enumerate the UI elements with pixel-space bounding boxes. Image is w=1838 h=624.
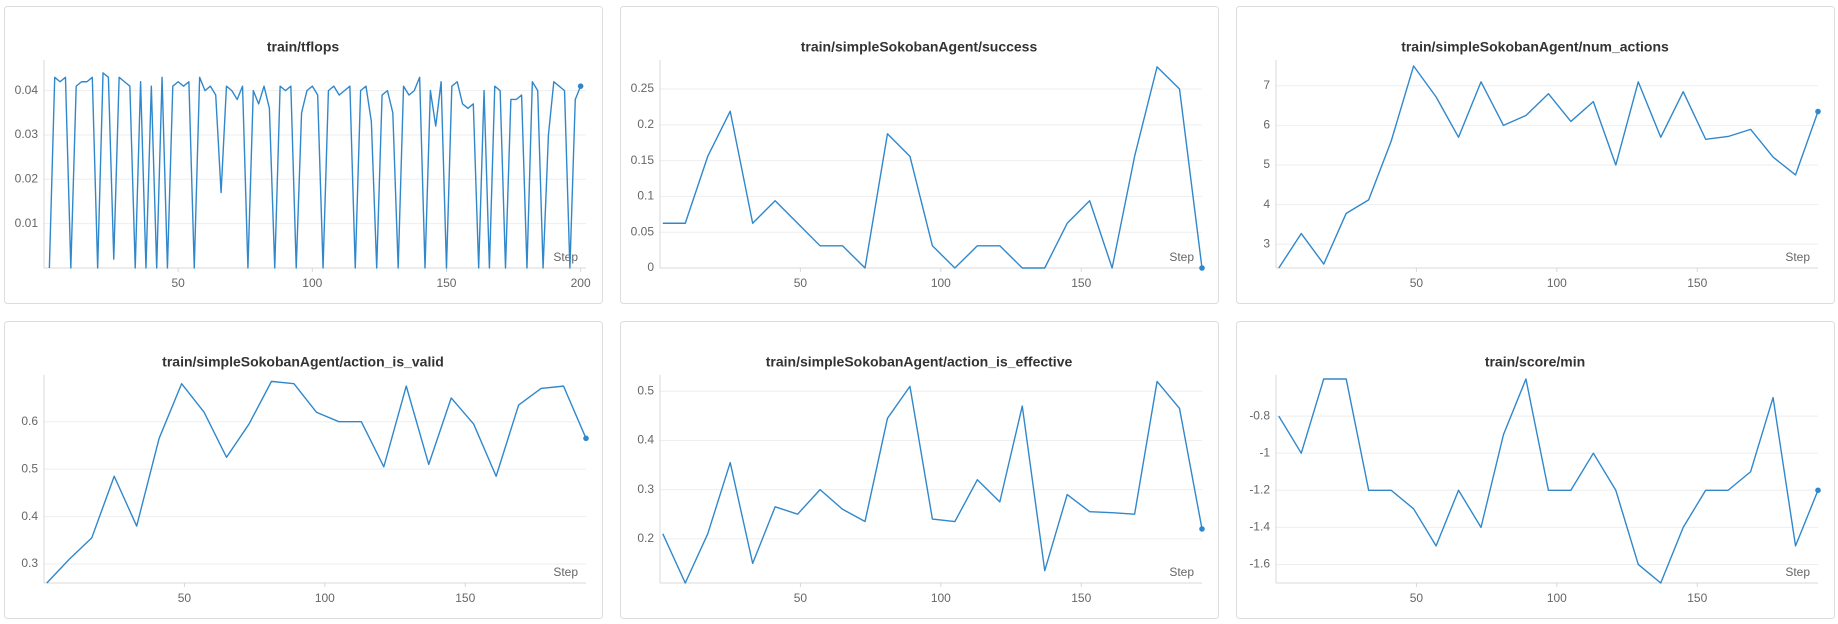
x-tick-label: 150 (1071, 276, 1091, 290)
series-line (1278, 65, 1819, 269)
x-axis-label: Step (1169, 565, 1194, 579)
x-tick-label: 50 (794, 591, 808, 605)
chart-title: train/simpleSokobanAgent/success (801, 39, 1038, 55)
panel-frame (4, 321, 603, 619)
y-tick-label: 0.1 (637, 189, 654, 203)
last-point (583, 435, 589, 442)
y-tick-label: 0.2 (637, 531, 654, 545)
x-axis-label: Step (1169, 250, 1194, 264)
chart-panel: train/simpleSokobanAgent/action_is_effec… (620, 321, 1219, 619)
y-tick-label: 3 (1263, 236, 1270, 250)
last-point (1199, 265, 1205, 271)
y-tick-label: -1 (1259, 445, 1270, 459)
x-tick-label: 50 (178, 591, 192, 605)
x-tick-label: 100 (1547, 276, 1567, 290)
chart-panel: train/simpleSokobanAgent/num_actions 3 4 5 6… (1236, 6, 1835, 304)
chart-panel: train/simpleSokobanAgent/success 0 0.05 0.1… (620, 6, 1219, 304)
y-tick-label: 0.5 (637, 383, 654, 397)
last-point (1815, 108, 1821, 115)
y-tick-label: 0.04 (15, 83, 39, 97)
chart-panel: train/score/min -1.6 -1.4 -1.2 -1 -0.8 50 100 15… (1236, 321, 1835, 619)
last-point (1815, 487, 1821, 494)
chart-title: train/simpleSokobanAgent/action_is_effec… (766, 354, 1073, 370)
y-tick-label: 0.4 (21, 509, 38, 523)
x-tick-label: 150 (436, 276, 456, 290)
chart-panel: train/simpleSokobanAgent/action_is_valid… (4, 321, 603, 619)
x-tick-label: 50 (794, 276, 808, 290)
x-tick-label: 50 (1410, 276, 1424, 290)
x-tick-label: 50 (171, 276, 185, 290)
series-line (48, 72, 582, 269)
y-tick-label: 6 (1263, 118, 1270, 132)
y-tick-label: 0 (647, 260, 654, 274)
x-axis-label: Step (1785, 250, 1810, 264)
x-axis-label: Step (553, 250, 578, 264)
x-tick-label: 100 (931, 276, 951, 290)
series-line (662, 380, 1203, 584)
x-tick-label: 150 (455, 591, 475, 605)
x-tick-label: 200 (571, 276, 591, 290)
last-point (1199, 526, 1205, 532)
x-tick-label: 100 (302, 276, 322, 290)
panel-frame (4, 6, 603, 304)
y-tick-label: 0.3 (21, 556, 38, 570)
y-tick-label: 0.3 (637, 482, 654, 496)
y-tick-label: -1.6 (1249, 557, 1270, 571)
chart-title: train/score/min (1485, 354, 1585, 370)
y-tick-label: 0.5 (21, 461, 38, 475)
x-tick-label: 150 (1687, 591, 1707, 605)
x-tick-label: 150 (1071, 591, 1091, 605)
panel-frame (1236, 6, 1835, 304)
series-line (46, 380, 587, 584)
x-tick-label: 150 (1687, 276, 1707, 290)
y-tick-label: -1.4 (1249, 520, 1270, 534)
x-tick-label: 50 (1410, 591, 1424, 605)
y-tick-label: 0.25 (631, 81, 655, 95)
chart-panel: train/tflops 0.01 0.02 0.03 0.04 50 100 150 200 S… (4, 6, 603, 304)
series-line (1278, 378, 1819, 584)
chart-title: train/simpleSokobanAgent/num_actions (1401, 39, 1669, 55)
y-tick-label: 0.4 (637, 433, 654, 447)
y-tick-label: 0.05 (631, 224, 655, 238)
chart-title: train/simpleSokobanAgent/action_is_valid (162, 354, 444, 370)
x-axis-label: Step (1785, 565, 1810, 579)
panel-frame (620, 6, 1219, 304)
series-line (662, 66, 1203, 269)
y-tick-label: 0.03 (15, 127, 39, 141)
y-tick-label: 0.15 (631, 153, 655, 167)
y-tick-label: 0.02 (15, 171, 39, 185)
panel-frame (1236, 321, 1835, 619)
last-point (577, 83, 584, 89)
panel-frame (620, 321, 1219, 619)
x-tick-label: 100 (931, 591, 951, 605)
y-tick-label: 0.6 (21, 414, 38, 428)
x-tick-label: 100 (315, 591, 335, 605)
x-axis-label: Step (553, 565, 578, 579)
y-tick-label: 4 (1263, 197, 1270, 211)
y-tick-label: 5 (1263, 157, 1270, 171)
y-tick-label: 7 (1263, 78, 1270, 92)
y-tick-label: -0.8 (1249, 408, 1270, 422)
chart-title: train/tflops (267, 39, 340, 55)
x-tick-label: 100 (1547, 591, 1567, 605)
y-tick-label: 0.2 (637, 117, 654, 131)
y-tick-label: -1.2 (1249, 482, 1270, 496)
y-tick-label: 0.01 (15, 216, 39, 230)
